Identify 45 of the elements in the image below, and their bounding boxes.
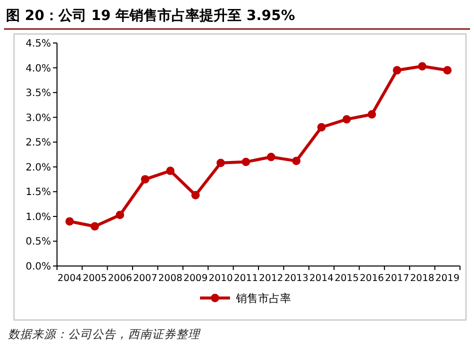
x-tick-label: 2004	[58, 273, 82, 284]
x-tick-label: 2014	[309, 273, 334, 284]
x-tick-label: 2013	[284, 273, 308, 284]
chart-title: 图 20：公司 19 年销售市占率提升至 3.95%	[6, 7, 296, 24]
point	[65, 217, 74, 226]
y-tick-label: 2.5%	[26, 138, 51, 149]
point	[317, 123, 326, 132]
x-tick-label: 2008	[158, 273, 182, 284]
x-tick-label: 2018	[410, 273, 434, 284]
text: 数据来源：公司公告，西南证券整理	[8, 327, 201, 341]
point	[266, 152, 276, 162]
x-tick-label: 2009	[183, 273, 208, 284]
x-tick-label: 2019	[435, 273, 460, 284]
x-tick-label: 2006	[108, 273, 132, 284]
y-tick-label: 0.5%	[26, 236, 51, 248]
x-tick-label: 2005	[82, 273, 107, 284]
x-tick-label: 2012	[259, 273, 284, 284]
point	[140, 175, 150, 184]
point	[443, 66, 452, 74]
point	[216, 158, 225, 168]
x-tick-label: 2015	[334, 273, 359, 284]
legend-label: 销售市占率	[235, 292, 291, 305]
point	[166, 166, 175, 176]
y-tick-label: 1.5%	[26, 187, 51, 198]
x-tick-label: 2016	[360, 273, 384, 284]
point	[292, 156, 300, 166]
x-tick-label: 2010	[208, 273, 233, 284]
point	[392, 66, 402, 74]
y-tick-label: 2.0%	[26, 162, 51, 174]
x-tick-label: 2017	[384, 273, 410, 284]
point	[342, 115, 351, 124]
y-tick-label: 3.5%	[26, 88, 51, 100]
point	[368, 110, 376, 119]
point	[242, 158, 250, 166]
x-tick-label: 2007	[133, 273, 158, 284]
point	[191, 190, 200, 200]
point	[90, 222, 99, 231]
point	[116, 210, 124, 220]
y-tick-label: 1.0%	[26, 212, 51, 223]
y-tick-label: 3.0%	[26, 112, 51, 124]
point	[418, 62, 426, 70]
y-tick-label: 0.0%	[26, 262, 51, 272]
x-tick-label: 2011	[234, 273, 258, 284]
y-tick-label: 4.0%	[26, 63, 51, 74]
y-tick-label: 4.5%	[26, 38, 51, 50]
